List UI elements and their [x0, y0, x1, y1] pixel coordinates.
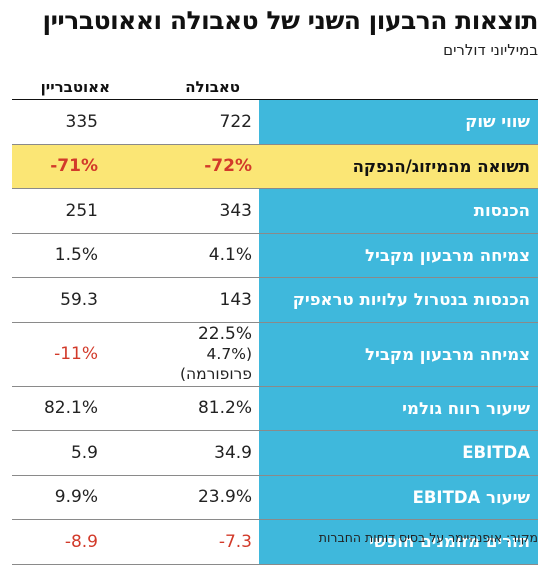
table-row-revenue: הכנסות 343 251	[12, 189, 538, 234]
taboola-value: 143	[219, 289, 252, 310]
table-row-return: תשואה מהמיזוג/הנפקה -72% -71%	[12, 144, 538, 189]
row-label: EBITDA	[259, 431, 538, 475]
outbrain-value: 335	[65, 111, 98, 132]
table-row-revenue-growth: צמיחה מרבעון מקביל 4.1% 1.5%	[12, 233, 538, 278]
taboola-value: 722	[219, 111, 252, 132]
column-header-outbrain: אאוטבריין	[40, 78, 110, 96]
outbrain-value: 59.3	[60, 289, 98, 310]
table-row-ex-tac: הכנסות בנטרול עלויות טראפיק 143 59.3	[12, 278, 538, 323]
row-label: הכנסות	[259, 189, 538, 233]
source-note: מקור: אופנהיימר על בסיס דוחות החברות	[318, 530, 538, 545]
taboola-value-note: (4.7% פרופורמה)	[179, 345, 252, 383]
taboola-value: -7.3	[218, 531, 252, 552]
row-label: שיעור רווח גולמי	[259, 386, 538, 430]
row-label: שווי שוק	[259, 100, 538, 144]
row-label: צמיחה מרבעון מקביל	[259, 233, 538, 277]
outbrain-value: 5.9	[70, 442, 98, 463]
table-row-market-cap: שווי שוק 722 335	[12, 100, 538, 145]
row-label: שיעור EBITDA	[259, 475, 538, 519]
outbrain-value: -8.9	[64, 531, 98, 552]
outbrain-value: -71%	[50, 156, 98, 177]
taboola-value: 81.2%	[197, 398, 252, 419]
row-label: הכנסות בנטרול עלויות טראפיק	[259, 278, 538, 322]
outbrain-value: 9.9%	[54, 487, 98, 508]
outbrain-value: -11%	[54, 344, 98, 364]
row-label: תשואה מהמיזוג/הנפקה	[259, 144, 538, 188]
outbrain-value: 82.1%	[43, 398, 98, 419]
column-headers: טאבולה אאוטבריין	[12, 76, 538, 100]
page-title: תוצאות הרבעון השני של טאבולה ואאוטבריין	[42, 6, 538, 35]
taboola-value: -72%	[204, 156, 252, 177]
table-row-gross-margin: שיעור רווח גולמי 81.2% 82.1%	[12, 386, 538, 431]
taboola-value: 343	[219, 200, 252, 221]
outbrain-value: 251	[65, 200, 98, 221]
row-label: צמיחה מרבעון מקביל	[259, 322, 538, 386]
results-table: שווי שוק 722 335 תשואה מהמיזוג/הנפקה -72…	[12, 99, 538, 565]
taboola-value: 23.9%	[197, 487, 252, 508]
table-row-ebitda-margin: שיעור EBITDA 23.9% 9.9%	[12, 475, 538, 520]
taboola-value: 22.5% (4.7% פרופורמה)	[142, 323, 252, 386]
column-header-taboola: טאבולה	[185, 78, 240, 96]
subtitle: במיליוני דולרים	[443, 41, 538, 59]
taboola-value: 34.9	[214, 442, 252, 463]
taboola-value-main: 22.5%	[197, 324, 252, 344]
taboola-value: 4.1%	[208, 245, 252, 266]
table-row-ebitda: EBITDA 34.9 5.9	[12, 431, 538, 476]
outbrain-value: 1.5%	[54, 245, 98, 266]
table-row-ex-tac-growth: צמיחה מרבעון מקביל 22.5% (4.7% פרופורמה)…	[12, 322, 538, 387]
